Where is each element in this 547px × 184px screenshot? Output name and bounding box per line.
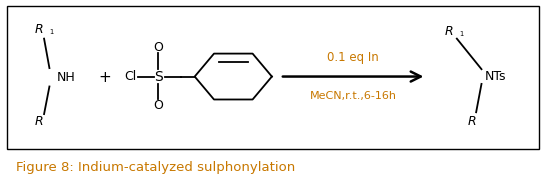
Text: S: S: [154, 70, 162, 84]
Text: O: O: [153, 41, 163, 54]
Text: R: R: [35, 115, 44, 128]
Text: $_{1}$: $_{1}$: [459, 29, 465, 39]
Text: R: R: [35, 23, 44, 36]
Text: R: R: [468, 115, 476, 128]
Text: Figure 8: Indium-catalyzed sulphonylation: Figure 8: Indium-catalyzed sulphonylatio…: [16, 161, 295, 174]
Text: $_{1}$: $_{1}$: [49, 27, 55, 37]
Text: NH: NH: [56, 71, 75, 84]
Text: R: R: [445, 25, 453, 38]
Text: +: +: [98, 70, 111, 85]
Text: 0.1 eq In: 0.1 eq In: [327, 51, 379, 64]
FancyBboxPatch shape: [7, 6, 539, 149]
Text: O: O: [153, 100, 163, 112]
Text: MeCN,r.t.,6-16h: MeCN,r.t.,6-16h: [310, 91, 397, 101]
Text: NTs: NTs: [485, 70, 507, 83]
Text: Cl: Cl: [125, 70, 137, 83]
